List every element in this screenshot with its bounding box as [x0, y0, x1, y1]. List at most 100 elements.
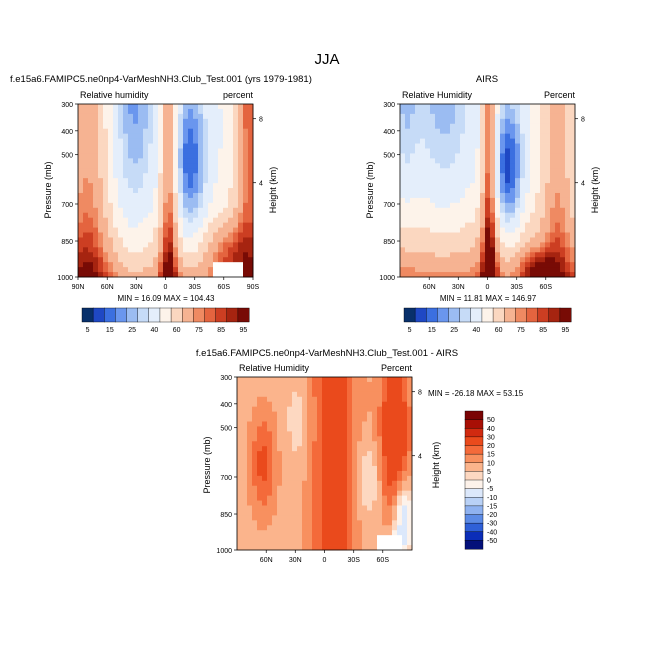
heatmap-cell [372, 431, 378, 437]
heatmap-cell [415, 168, 421, 174]
heatmap-cell [407, 530, 413, 536]
heatmap-cell [525, 128, 531, 135]
heatmap-cell [242, 525, 248, 531]
heatmap-cell [407, 406, 413, 412]
heatmap-cell [223, 257, 229, 263]
heatmap-cell [367, 505, 373, 511]
heatmap-cell [128, 202, 134, 209]
heatmap-cell [103, 197, 109, 204]
heatmap-cell [525, 262, 531, 268]
heatmap-cell [173, 163, 179, 169]
heatmap-cell [78, 158, 84, 164]
heatmap-cell [158, 138, 164, 144]
heatmap-cell [397, 485, 403, 492]
heatmap-cell [342, 495, 348, 501]
heatmap-cell [118, 197, 124, 204]
heatmap-cell [198, 113, 204, 120]
heatmap-cell [555, 173, 561, 179]
heatmap-cell [555, 183, 561, 189]
heatmap-cell [103, 272, 109, 278]
heatmap-cell [183, 217, 189, 224]
heatmap-cell [153, 188, 159, 194]
panel-diff-left-label: Relative Humidity [239, 363, 310, 373]
heatmap-cell [103, 143, 109, 149]
heatmap-cell [560, 242, 566, 248]
heatmap-cell [382, 465, 388, 472]
heatmap-cell [327, 490, 333, 497]
heatmap-cell [247, 456, 253, 462]
heatmap-cell [247, 465, 253, 472]
heatmap-cell [555, 163, 561, 169]
heatmap-cell [277, 411, 283, 417]
heatmap-cell [98, 242, 104, 248]
heatmap-cell [505, 183, 511, 189]
heatmap-cell [525, 247, 531, 253]
heatmap-cell [233, 252, 239, 258]
heatmap-cell [332, 500, 338, 506]
heatmap-cell [455, 257, 461, 263]
heatmap-cell [550, 113, 556, 120]
heatmap-cell [78, 237, 84, 243]
heatmap-cell [118, 104, 124, 110]
heatmap-cell [103, 173, 109, 179]
y-tick-label: 700 [61, 202, 73, 209]
heatmap-cell [233, 138, 239, 144]
heatmap-cell [540, 207, 546, 214]
panel-model-title: f.e15a6.FAMIPC5.ne0np4-VarMeshNH3.Club_T… [10, 74, 312, 85]
heatmap-cell [153, 207, 159, 214]
heatmap-cell [247, 396, 253, 403]
heatmap-cell [407, 490, 413, 497]
heatmap-cell [407, 515, 413, 521]
heatmap-cell [555, 123, 561, 130]
heatmap-cell [347, 431, 353, 437]
heatmap-cell [372, 436, 378, 442]
heatmap-cell [540, 153, 546, 159]
heatmap-cell [540, 222, 546, 228]
heatmap-cell [297, 386, 303, 393]
heatmap-cell [237, 540, 243, 546]
heatmap-cell [228, 262, 234, 268]
heatmap-cell [228, 123, 234, 130]
heatmap-cell [510, 123, 516, 130]
heatmap-cell [213, 237, 219, 243]
heatmap-cell [302, 421, 308, 427]
heatmap-cell [183, 192, 189, 199]
heatmap-cell [282, 377, 288, 383]
heatmap-cell [113, 202, 119, 209]
heatmap-cell [460, 148, 466, 154]
heatmap-cell [302, 505, 308, 511]
heatmap-cell [400, 148, 406, 154]
heatmap-cell [382, 525, 388, 531]
heatmap-cell [515, 232, 521, 238]
heatmap-cell [163, 257, 169, 263]
heatmap-cell [407, 540, 413, 546]
heatmap-cell [530, 267, 536, 273]
heatmap-cell [550, 168, 556, 174]
heatmap-cell [332, 421, 338, 427]
heatmap-cell [560, 143, 566, 149]
heatmap-cell [387, 525, 393, 531]
heatmap-cell [362, 401, 368, 408]
heatmap-cell [402, 475, 408, 482]
heatmap-cell [267, 480, 273, 487]
heatmap-cell [292, 426, 298, 432]
heatmap-cell [420, 168, 426, 174]
heatmap-cell [560, 168, 566, 174]
heatmap-cell [88, 188, 94, 194]
heatmap-cell [367, 470, 373, 477]
heatmap-cell [248, 217, 254, 224]
heatmap-cell [203, 143, 209, 149]
heatmap-cell [248, 252, 254, 258]
heatmap-cell [455, 133, 461, 139]
heatmap-cell [307, 421, 313, 427]
heatmap-cell [455, 163, 461, 169]
heatmap-cell [248, 143, 254, 149]
heatmap-cell [372, 500, 378, 506]
heatmap-cell [98, 148, 104, 154]
heatmap-cell [248, 188, 254, 194]
heatmap-cell [322, 525, 328, 531]
heatmap-cell [475, 168, 481, 174]
heatmap-cell [292, 480, 298, 487]
heatmap-cell [332, 530, 338, 536]
heatmap-cell [387, 505, 393, 511]
